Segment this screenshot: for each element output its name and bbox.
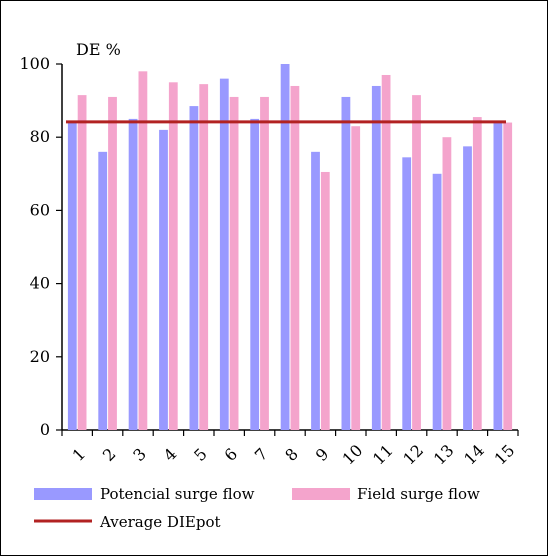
bars <box>67 64 513 431</box>
x-tick-label: 12 <box>399 441 427 469</box>
x-tick-label: 11 <box>369 441 397 469</box>
bar-potencial-1 <box>67 122 77 430</box>
bar-field-9 <box>320 171 330 430</box>
y-tick-label: 40 <box>30 274 50 293</box>
bar-potencial-13 <box>432 173 442 431</box>
bar-field-2 <box>108 96 117 430</box>
bar-potencial-6 <box>219 78 229 430</box>
bar-potencial-12 <box>402 157 412 430</box>
bar-field-4 <box>168 82 178 431</box>
bar-field-7 <box>260 96 269 430</box>
y-tick-label: 20 <box>30 347 50 366</box>
y-ticks: 0 20 40 60 80 100 <box>19 54 62 439</box>
bar-field-8 <box>290 85 300 431</box>
axes: DE % <box>61 40 518 431</box>
x-tick-label: 13 <box>430 441 458 469</box>
x-tick-label: 7 <box>251 444 272 465</box>
bar-field-1 <box>77 95 87 431</box>
bar-potencial-11 <box>371 85 381 431</box>
bar-potencial-3 <box>128 118 138 431</box>
bar-field-6 <box>229 96 239 430</box>
y-tick-label: 0 <box>40 420 50 439</box>
y-axis-label: DE % <box>76 40 121 59</box>
bar-potencial-5 <box>189 106 199 430</box>
bar-field-15 <box>503 122 513 430</box>
bar-potencial-15 <box>493 120 503 430</box>
bar-field-5 <box>199 84 209 430</box>
y-tick-label: 80 <box>30 127 50 146</box>
x-tick-label: 5 <box>190 444 211 465</box>
x-tick-label: 15 <box>491 441 519 469</box>
x-ticks: 1 2 3 4 5 6 7 8 9 10 11 12 13 14 15 <box>61 430 519 469</box>
bar-potencial-4 <box>159 129 168 430</box>
bar-potencial-14 <box>463 146 472 430</box>
bar-potencial-7 <box>250 118 260 431</box>
x-tick-label: 4 <box>160 444 181 465</box>
y-tick-label: 60 <box>30 200 50 219</box>
bar-field-12 <box>412 95 421 431</box>
x-tick-label: 14 <box>460 441 488 469</box>
x-tick-label: 8 <box>281 444 302 465</box>
legend-label-potencial: Potencial surge flow <box>100 485 255 503</box>
x-tick-label: 3 <box>129 444 150 465</box>
legend: Potencial surge flow Field surge flow Av… <box>34 485 480 531</box>
bar-potencial-2 <box>98 151 108 430</box>
legend-label-average: Average DIEpot <box>99 513 221 531</box>
bar-field-11 <box>381 74 391 430</box>
bar-field-10 <box>351 126 361 430</box>
x-tick-label: 10 <box>339 441 367 469</box>
legend-swatch-potencial <box>34 488 92 500</box>
bar-field-14 <box>472 117 482 430</box>
x-tick-label: 2 <box>99 444 120 465</box>
x-tick-label: 1 <box>69 444 90 465</box>
y-tick-label: 100 <box>19 54 50 73</box>
bar-field-13 <box>442 137 452 430</box>
bar-potencial-8 <box>280 64 290 430</box>
x-tick-label: 6 <box>221 444 242 465</box>
legend-swatch-field <box>292 488 350 500</box>
x-tick-label: 9 <box>312 444 333 465</box>
bar-field-3 <box>138 71 148 430</box>
bar-potencial-9 <box>311 151 320 430</box>
legend-label-field: Field surge flow <box>357 485 480 503</box>
bar-potencial-10 <box>341 96 351 430</box>
